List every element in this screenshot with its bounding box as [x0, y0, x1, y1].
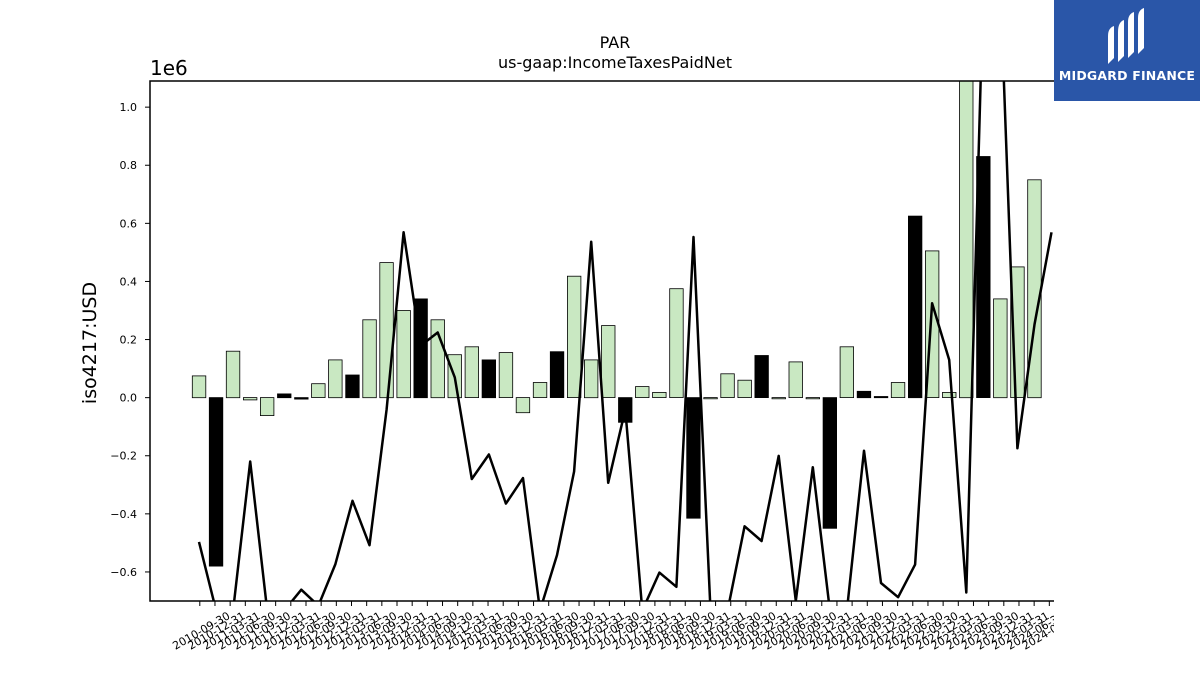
bar — [788, 361, 803, 398]
y-tick-label: 0.6 — [120, 217, 138, 230]
y-tick-label: 0.4 — [120, 275, 138, 288]
bar — [379, 262, 394, 399]
y-tick-label: 1.0 — [120, 101, 138, 114]
bar — [635, 386, 650, 399]
y-tick-label: −0.4 — [110, 508, 137, 521]
bar — [532, 382, 548, 399]
bar — [601, 325, 616, 399]
bar — [890, 382, 906, 399]
bar — [737, 379, 752, 399]
bar — [976, 156, 991, 399]
chart-title: PAR — [600, 33, 631, 52]
plot-area: −0.6−0.4−0.20.00.20.40.60.81.00.00.20.40… — [110, 80, 1054, 653]
y-tick-label: −0.2 — [110, 450, 137, 463]
bar — [652, 391, 667, 398]
bar — [822, 397, 837, 529]
y-tick-label: 0.8 — [120, 159, 138, 172]
bar — [259, 397, 275, 417]
y-tick-label: −0.6 — [110, 566, 137, 579]
bar — [805, 397, 820, 400]
bar — [873, 396, 889, 399]
y-axis-label: iso4217:USD — [79, 282, 101, 404]
bar — [311, 383, 326, 399]
bar — [993, 298, 1008, 399]
y-tick-label: 0.2 — [120, 334, 138, 347]
chart-subtitle: us-gaap:IncomeTaxesPaidNet — [498, 53, 732, 72]
bar — [942, 391, 957, 398]
bar — [515, 397, 531, 414]
bar — [225, 350, 241, 399]
chart-background — [0, 0, 1054, 675]
bar — [498, 352, 514, 399]
bar — [208, 397, 224, 567]
midgard-finance-logo: MIDGARD FINANCE — [1054, 0, 1200, 101]
bar — [481, 359, 497, 399]
y-offset-label: 1e6 — [150, 56, 188, 80]
y-tick-label: 0.0 — [120, 392, 138, 405]
bar — [328, 359, 343, 399]
bar — [191, 375, 207, 399]
bar — [771, 397, 786, 400]
bar — [703, 397, 718, 400]
logo-text: MIDGARD FINANCE — [1058, 68, 1196, 83]
bar — [464, 346, 480, 398]
bar — [567, 275, 582, 399]
bar — [584, 359, 599, 399]
bar — [277, 393, 292, 399]
plot-series — [191, 81, 1053, 601]
bar — [362, 319, 377, 399]
bar — [908, 215, 923, 399]
plot-frame — [149, 80, 1054, 602]
bar — [294, 397, 309, 400]
bar — [686, 397, 701, 519]
chart: PAR us-gaap:IncomeTaxesPaidNet 1e6 iso42… — [0, 0, 1054, 675]
bar — [345, 374, 360, 399]
bar — [549, 351, 565, 399]
bar — [396, 310, 411, 399]
bar — [754, 355, 769, 398]
midgard-logo-icon — [1108, 8, 1144, 64]
bar — [959, 81, 974, 399]
bar — [242, 397, 258, 401]
bar — [720, 373, 735, 398]
bar — [856, 390, 872, 399]
series-line-percentage-of-revenues — [197, 81, 1053, 601]
bar — [669, 288, 684, 399]
bar — [839, 346, 854, 398]
